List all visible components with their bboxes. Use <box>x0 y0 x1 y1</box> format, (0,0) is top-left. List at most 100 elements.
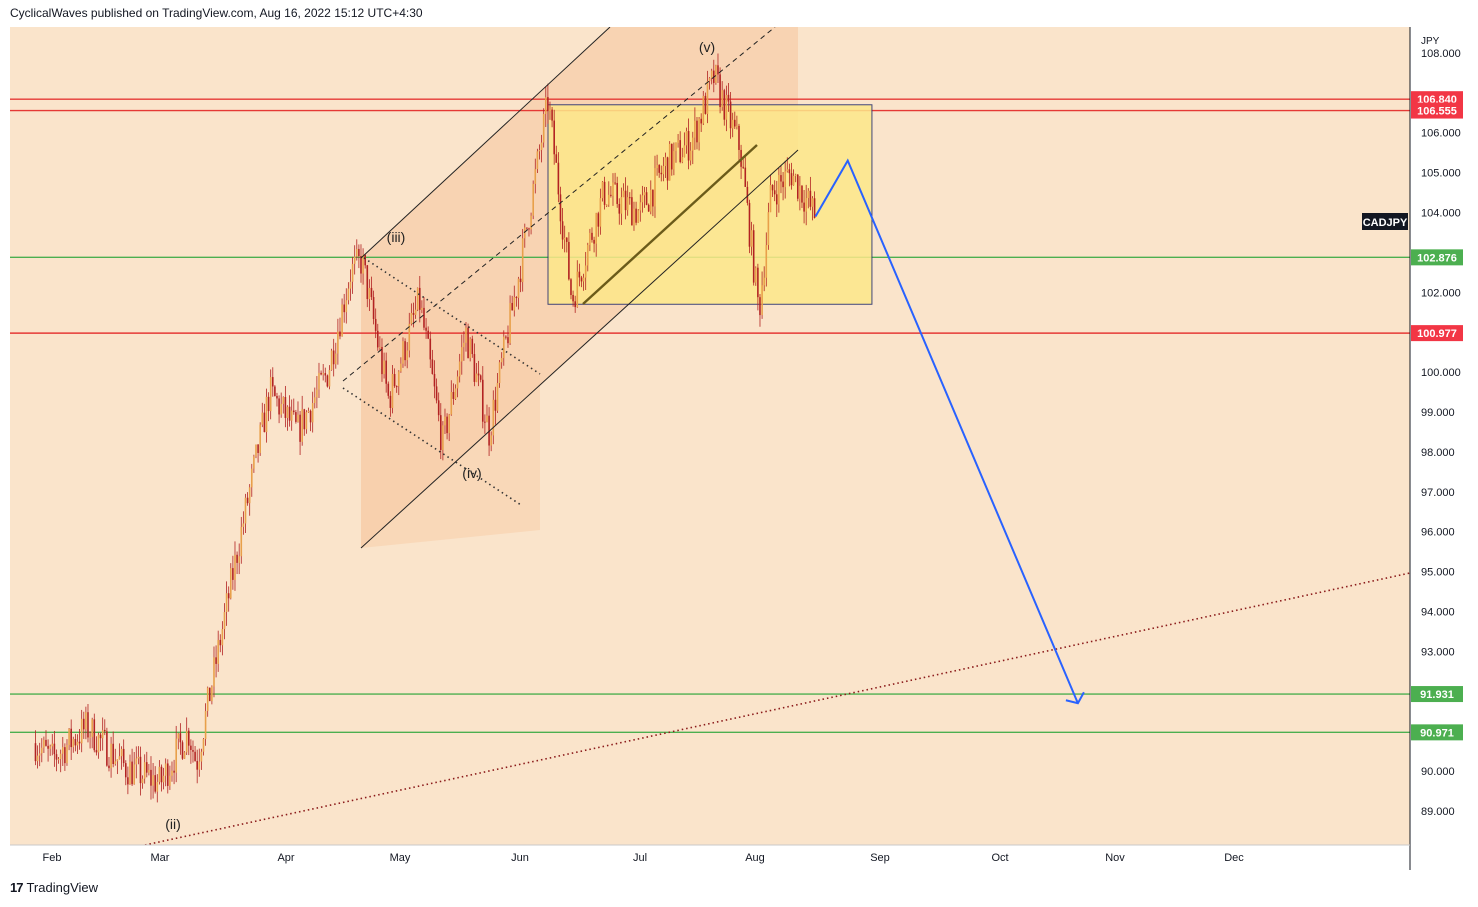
candle-body <box>698 118 700 143</box>
candle-body <box>555 154 558 163</box>
level-label-bg <box>1411 102 1463 119</box>
candle-body <box>803 202 805 212</box>
candle-body <box>610 194 612 196</box>
candle-body <box>673 151 675 170</box>
candle-body <box>118 756 121 760</box>
candle-body <box>313 397 316 404</box>
candle-body <box>337 331 339 354</box>
candle-body <box>551 109 553 121</box>
candle-body <box>479 375 482 380</box>
candle-body <box>759 297 761 316</box>
candle-body <box>278 398 280 415</box>
candle-body <box>410 312 413 324</box>
candle-body <box>376 330 379 348</box>
price-tick-label: 106.000 <box>1421 128 1461 140</box>
candle-body <box>790 173 793 186</box>
candle-body <box>429 338 432 360</box>
candles <box>34 53 816 803</box>
candle-body <box>439 415 442 450</box>
candle-body <box>290 410 293 421</box>
candle-body <box>95 750 98 753</box>
candle-body <box>93 719 96 751</box>
wave-label: (iv) <box>462 465 481 481</box>
candle-body <box>423 307 425 328</box>
price-tick-label: 94.000 <box>1421 607 1455 619</box>
candle-body <box>528 228 530 230</box>
candle-body <box>771 184 774 191</box>
correction-lower-dotted <box>342 387 522 506</box>
candle-body <box>576 271 579 308</box>
candle-body <box>204 711 207 740</box>
candle-body <box>561 221 564 240</box>
candle-body <box>578 271 581 278</box>
candle-body <box>805 198 807 212</box>
candle-body <box>225 593 228 613</box>
candle-body <box>773 190 776 195</box>
candle-body <box>549 109 551 111</box>
candle-body <box>813 198 816 219</box>
candle-body <box>643 192 646 196</box>
price-tick-label: 104.000 <box>1421 208 1461 220</box>
candle-body <box>366 265 369 300</box>
candle-body <box>488 415 490 446</box>
box-trendline <box>582 144 758 305</box>
candle-body <box>719 74 721 108</box>
price-tick-label: 99.000 <box>1421 407 1455 419</box>
candle-body <box>597 213 600 227</box>
candle-body <box>593 239 595 244</box>
candle-body <box>91 719 93 737</box>
candle-body <box>463 342 465 348</box>
candle-body <box>656 165 658 169</box>
candle-body <box>614 182 616 184</box>
tradingview-logo[interactable]: 17 TradingView <box>10 880 98 895</box>
candle-body <box>59 753 62 760</box>
candle-body <box>467 327 469 359</box>
candle-body <box>143 762 146 779</box>
candle-body <box>232 568 234 580</box>
candle-body <box>103 729 106 732</box>
candle-body <box>811 198 814 207</box>
candle-body <box>120 748 123 757</box>
candle-body <box>670 143 673 170</box>
candle-body <box>792 175 795 186</box>
candle-body <box>809 190 812 207</box>
channel-lower-line <box>360 149 799 549</box>
candle-body <box>345 300 348 313</box>
candle-body <box>507 337 509 344</box>
candle-body <box>139 756 142 784</box>
candle-body <box>505 336 507 338</box>
candle-body <box>775 194 778 205</box>
candle-body <box>431 359 434 374</box>
price-tick-label: 108.000 <box>1421 48 1461 60</box>
candle-body <box>353 256 356 264</box>
candle-body <box>124 763 127 778</box>
candle-body <box>437 400 440 416</box>
candle-body <box>162 775 165 783</box>
candle-body <box>433 373 436 387</box>
candle-body <box>448 414 450 434</box>
candle-body <box>349 281 352 289</box>
candle-body <box>309 410 312 423</box>
candle-body <box>341 304 343 337</box>
candle-body <box>64 747 66 764</box>
level-label-bg <box>1411 686 1463 703</box>
candle-body <box>515 297 518 299</box>
candle-body <box>591 232 593 240</box>
candle-body <box>570 279 572 295</box>
candle-body <box>85 712 87 730</box>
candle-body <box>114 761 117 764</box>
candle-body <box>190 745 192 750</box>
candle-body <box>780 175 782 182</box>
time-tick-label: Oct <box>991 852 1008 864</box>
candle-body <box>498 362 501 384</box>
candle-body <box>53 743 56 755</box>
time-tick-label: Nov <box>1105 852 1125 864</box>
candle-body <box>175 738 177 773</box>
candle-body <box>374 318 377 331</box>
candle-body <box>458 361 461 377</box>
candle-body <box>385 360 387 384</box>
candle-body <box>194 751 196 761</box>
candle-body <box>744 167 747 187</box>
candle-body <box>154 775 156 792</box>
